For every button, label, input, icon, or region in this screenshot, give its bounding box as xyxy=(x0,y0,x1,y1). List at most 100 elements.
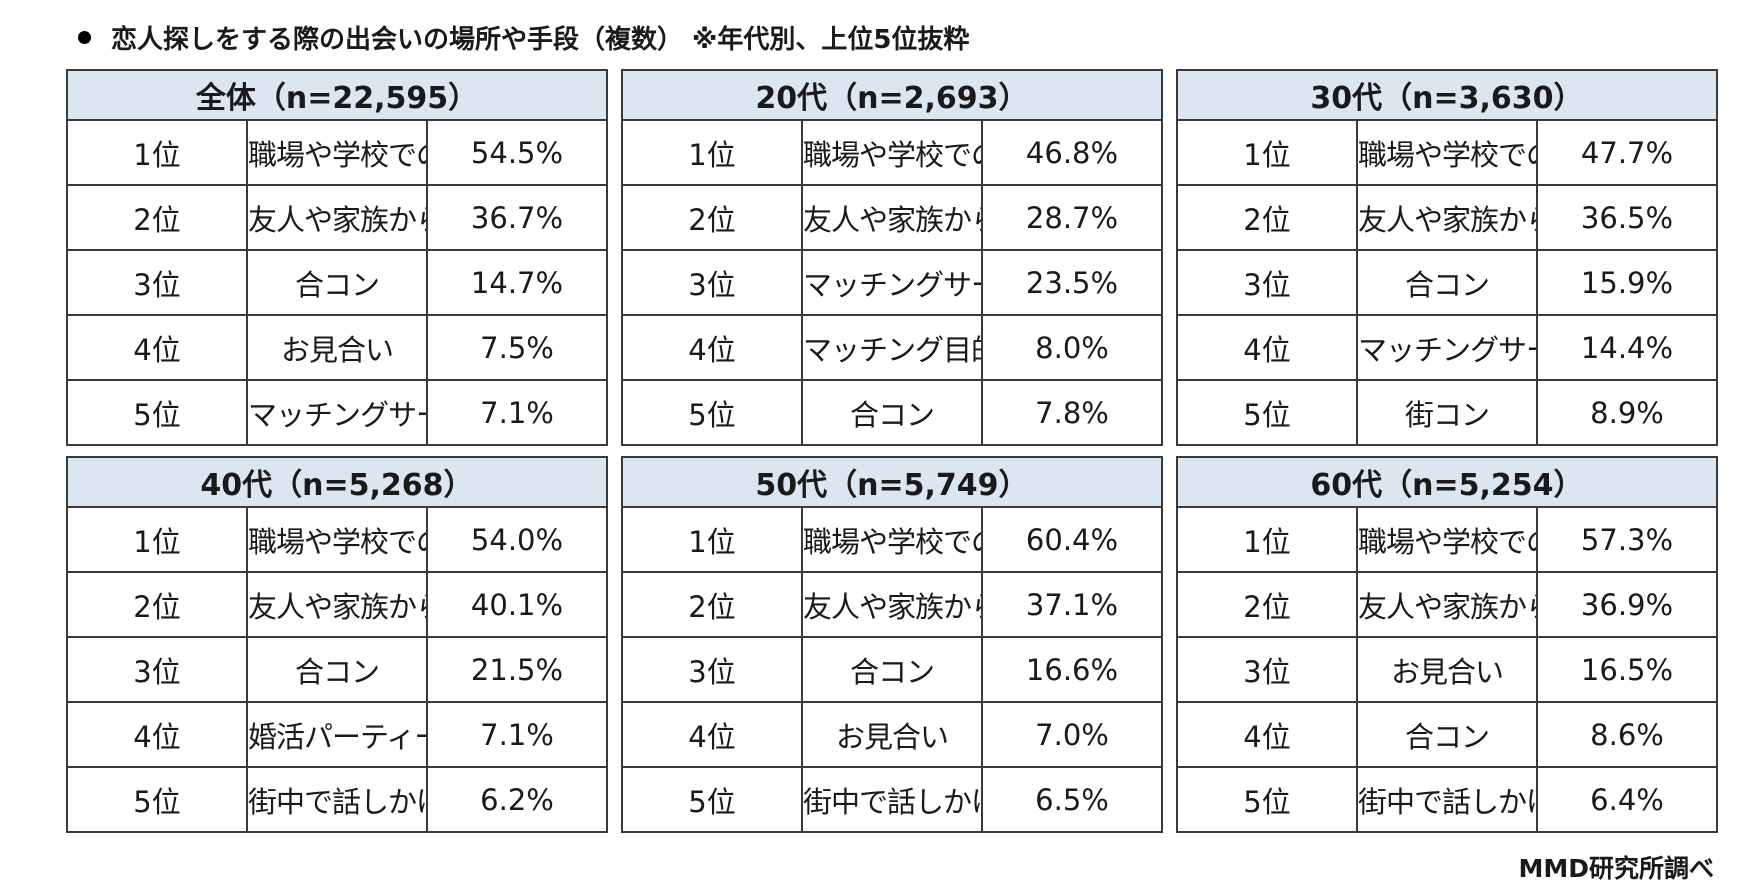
rank-cell: 2位 xyxy=(621,571,803,638)
rank-cell: 5位 xyxy=(621,379,803,446)
rank-cell: 2位 xyxy=(1176,184,1358,251)
table-row: 3位 マッチングサービス・アプリ 23.5% xyxy=(621,249,1163,316)
percent-cell: 7.0% xyxy=(981,701,1163,768)
percent-cell: 47.7% xyxy=(1536,119,1718,186)
ranking-table: 全体（n=22,595） 1位 職場や学校での出会い 54.5% 2位 友人や家… xyxy=(66,69,608,446)
percent-cell: 54.5% xyxy=(426,119,608,186)
percent-cell: 40.1% xyxy=(426,571,608,638)
rank-cell: 1位 xyxy=(621,506,803,573)
table-row: 5位 マッチングサービス・アプリ 7.1% xyxy=(66,379,608,446)
bullet-icon xyxy=(78,31,91,44)
rank-cell: 4位 xyxy=(1176,701,1358,768)
table-panel: 40代（n=5,268） 1位 職場や学校での出会い 54.0% 2位 友人や家… xyxy=(66,456,608,833)
percent-cell: 37.1% xyxy=(981,571,1163,638)
item-cell: 街コン xyxy=(1356,379,1538,446)
table-row: 2位 友人や家族からの紹介 40.1% xyxy=(66,571,608,638)
item-cell: 友人や家族からの紹介 xyxy=(801,571,983,638)
item-cell: 友人や家族からの紹介 xyxy=(801,184,983,251)
item-cell: 友人や家族からの紹介 xyxy=(246,571,428,638)
table-row: 2位 友人や家族からの紹介 37.1% xyxy=(621,571,1163,638)
table-row: 1位 職場や学校での出会い 60.4% xyxy=(621,506,1163,573)
table-title: 全体（n=22,595） xyxy=(66,69,608,121)
table-row: 2位 友人や家族からの紹介 36.5% xyxy=(1176,184,1718,251)
rank-cell: 5位 xyxy=(621,766,803,833)
rank-cell: 1位 xyxy=(66,506,248,573)
percent-cell: 7.1% xyxy=(426,701,608,768)
item-cell: お見合い xyxy=(246,314,428,381)
percent-cell: 28.7% xyxy=(981,184,1163,251)
table-row: 2位 友人や家族からの紹介 28.7% xyxy=(621,184,1163,251)
item-cell: お見合い xyxy=(801,701,983,768)
table-header-row: 40代（n=5,268） xyxy=(66,456,608,508)
item-cell: マッチング目的のイベント xyxy=(801,314,983,381)
item-cell: 街中で話しかける xyxy=(1356,766,1538,833)
rank-cell: 5位 xyxy=(66,379,248,446)
rank-cell: 1位 xyxy=(66,119,248,186)
rank-cell: 4位 xyxy=(621,701,803,768)
percent-cell: 36.7% xyxy=(426,184,608,251)
percent-cell: 57.3% xyxy=(1536,506,1718,573)
ranking-table: 30代（n=3,630） 1位 職場や学校での出会い 47.7% 2位 友人や家… xyxy=(1176,69,1718,446)
percent-cell: 46.8% xyxy=(981,119,1163,186)
table-panel: 30代（n=3,630） 1位 職場や学校での出会い 47.7% 2位 友人や家… xyxy=(1176,69,1718,446)
table-row: 5位 合コン 7.8% xyxy=(621,379,1163,446)
item-cell: 合コン xyxy=(801,379,983,446)
rank-cell: 2位 xyxy=(66,571,248,638)
table-row: 5位 街コン 8.9% xyxy=(1176,379,1718,446)
table-row: 5位 街中で話しかける 6.5% xyxy=(621,766,1163,833)
table-header-row: 全体（n=22,595） xyxy=(66,69,608,121)
rank-cell: 5位 xyxy=(1176,379,1358,446)
rank-cell: 3位 xyxy=(1176,636,1358,703)
table-title: 60代（n=5,254） xyxy=(1176,456,1718,508)
chart-title: 恋人探しをする際の出会いの場所や手段（複数） ※年代別、上位5位抜粋 xyxy=(78,20,969,60)
percent-cell: 6.5% xyxy=(981,766,1163,833)
percent-cell: 8.0% xyxy=(981,314,1163,381)
table-row: 4位 婚活パーティー 7.1% xyxy=(66,701,608,768)
item-cell: マッチングサービス・アプリ xyxy=(801,249,983,316)
table-row: 4位 お見合い 7.5% xyxy=(66,314,608,381)
percent-cell: 14.4% xyxy=(1536,314,1718,381)
table-row: 4位 お見合い 7.0% xyxy=(621,701,1163,768)
table-header-row: 60代（n=5,254） xyxy=(1176,456,1718,508)
rank-cell: 3位 xyxy=(66,249,248,316)
percent-cell: 36.9% xyxy=(1536,571,1718,638)
rank-cell: 2位 xyxy=(621,184,803,251)
item-cell: 合コン xyxy=(1356,701,1538,768)
table-panel: 20代（n=2,693） 1位 職場や学校での出会い 46.8% 2位 友人や家… xyxy=(621,69,1163,446)
table-grid: 全体（n=22,595） 1位 職場や学校での出会い 54.5% 2位 友人や家… xyxy=(66,69,1718,833)
item-cell: 友人や家族からの紹介 xyxy=(1356,571,1538,638)
percent-cell: 6.4% xyxy=(1536,766,1718,833)
item-cell: 職場や学校での出会い xyxy=(246,119,428,186)
rank-cell: 2位 xyxy=(66,184,248,251)
item-cell: 職場や学校での出会い xyxy=(1356,506,1538,573)
table-row: 4位 マッチングサービス・アプリ 14.4% xyxy=(1176,314,1718,381)
item-cell: 婚活パーティー xyxy=(246,701,428,768)
percent-cell: 23.5% xyxy=(981,249,1163,316)
table-row: 3位 お見合い 16.5% xyxy=(1176,636,1718,703)
item-cell: 職場や学校での出会い xyxy=(801,506,983,573)
percent-cell: 60.4% xyxy=(981,506,1163,573)
table-row: 1位 職場や学校での出会い 54.5% xyxy=(66,119,608,186)
rank-cell: 3位 xyxy=(621,636,803,703)
rank-cell: 3位 xyxy=(66,636,248,703)
percent-cell: 54.0% xyxy=(426,506,608,573)
item-cell: お見合い xyxy=(1356,636,1538,703)
table-title: 20代（n=2,693） xyxy=(621,69,1163,121)
table-row: 3位 合コン 16.6% xyxy=(621,636,1163,703)
table-row: 3位 合コン 14.7% xyxy=(66,249,608,316)
table-title: 30代（n=3,630） xyxy=(1176,69,1718,121)
percent-cell: 7.8% xyxy=(981,379,1163,446)
rank-cell: 4位 xyxy=(66,314,248,381)
rank-cell: 4位 xyxy=(621,314,803,381)
rank-cell: 5位 xyxy=(1176,766,1358,833)
table-row: 1位 職場や学校での出会い 57.3% xyxy=(1176,506,1718,573)
percent-cell: 15.9% xyxy=(1536,249,1718,316)
table-header-row: 30代（n=3,630） xyxy=(1176,69,1718,121)
percent-cell: 14.7% xyxy=(426,249,608,316)
table-panel: 50代（n=5,749） 1位 職場や学校での出会い 60.4% 2位 友人や家… xyxy=(621,456,1163,833)
table-row: 2位 友人や家族からの紹介 36.7% xyxy=(66,184,608,251)
table-title: 40代（n=5,268） xyxy=(66,456,608,508)
item-cell: 友人や家族からの紹介 xyxy=(246,184,428,251)
rank-cell: 1位 xyxy=(1176,506,1358,573)
rank-cell: 3位 xyxy=(621,249,803,316)
